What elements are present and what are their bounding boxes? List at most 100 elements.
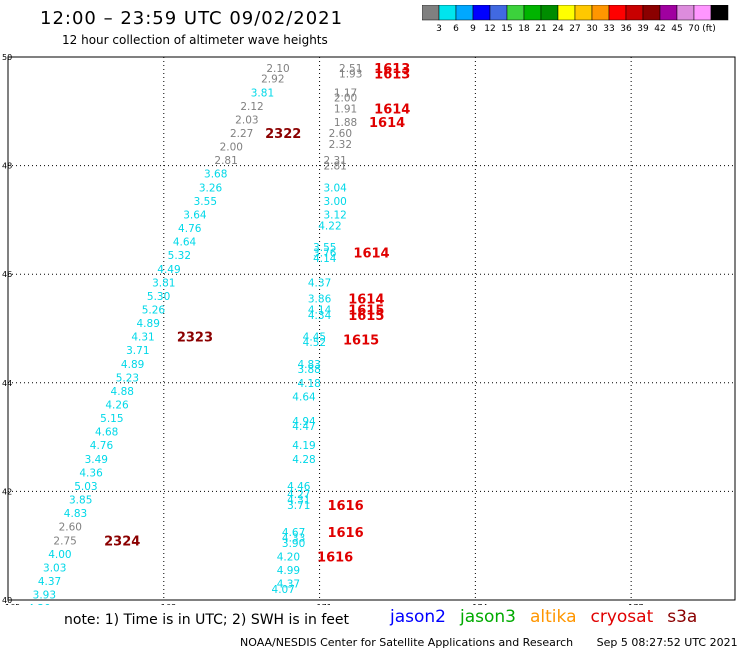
generated-timestamp: Sep 5 08:27:52 UTC 2021 [596, 636, 738, 649]
time-label: 1614 [348, 293, 384, 308]
swh-label: 4.83 [297, 359, 320, 371]
swh-label: 2.81 [214, 155, 237, 167]
swh-label: 1.88 [334, 117, 357, 129]
swh-label: 1.17 [334, 87, 357, 99]
color-scale-label: 9 [470, 24, 476, 34]
x-tick-label: 174 [472, 603, 487, 605]
legend-item: cryosat [590, 607, 654, 627]
swh-label: 5.26 [142, 304, 166, 316]
swh-label: 1.91 [334, 104, 357, 116]
swh-label: 4.31 [287, 495, 310, 507]
x-tick-label: 168 [161, 603, 176, 605]
swh-label: 3.71 [126, 345, 149, 357]
time-label: 1616 [327, 499, 363, 514]
time-label: 1615 [348, 309, 384, 324]
time-label: 1613 [374, 62, 410, 77]
swh-label: 3.55 [313, 242, 336, 254]
swh-label: 2.27 [230, 128, 253, 140]
swh-label: 4.34 [308, 310, 332, 322]
swh-label: 3.49 [85, 454, 108, 466]
satellite-legend: jason2 jason3 altika cryosat s3a [390, 607, 711, 627]
swh-label: 4.94 [292, 416, 316, 428]
swh-label: 4.52 [303, 337, 326, 349]
swh-label: 2.92 [261, 74, 284, 86]
swh-label: 2.03 [235, 114, 258, 126]
swh-label: 4.76 [178, 223, 202, 235]
swh-label: 4.76 [90, 440, 114, 452]
swh-label: 4.67 [282, 527, 305, 539]
swh-label: 4.18 [297, 378, 320, 390]
time-label: 1614 [369, 116, 405, 131]
color-scale-label: 30 [586, 24, 598, 34]
swh-label: 3.68 [204, 169, 227, 181]
color-scale-label: 33 [603, 24, 614, 34]
swh-label: 4.19 [292, 440, 315, 452]
swh-label: 4.20 [277, 552, 300, 564]
color-scale-label: 42 [654, 24, 665, 34]
swh-label: 2.60 [59, 522, 82, 534]
swh-label: 2.51 [339, 63, 362, 75]
swh-label: 2.12 [240, 101, 263, 113]
swh-label: 4.64 [173, 237, 197, 249]
color-scale-label: 6 [453, 24, 459, 34]
page-title: 12:00 – 23:59 UTC 09/02/2021 [40, 8, 344, 29]
swh-label: 3.86 [308, 294, 332, 306]
swh-label: 4.88 [111, 386, 134, 398]
legend-item: jason3 [460, 607, 516, 627]
x-tick-label: 165 [5, 603, 20, 605]
legend-item: jason2 [390, 607, 446, 627]
color-scale-label: 3 [436, 24, 442, 34]
color-scale-label: 39 [637, 24, 649, 34]
swh-label: 4.68 [95, 427, 118, 439]
legend-item: altika [530, 607, 577, 627]
x-tick-label: 177 [628, 603, 643, 605]
swh-label: 4.14 [313, 253, 337, 265]
swh-label: 3.93 [33, 590, 56, 602]
swh-label: 3.26 [199, 182, 223, 194]
swh-label: 4.37 [308, 277, 331, 289]
swh-label: 4.33 [282, 533, 305, 545]
color-scale-label: 36 [620, 24, 632, 34]
swh-label: 2.31 [323, 155, 346, 167]
credit-text: NOAA/NESDIS Center for Satellite Applica… [240, 636, 574, 649]
swh-label: 5.32 [168, 250, 191, 262]
swh-label: 4.27 [287, 489, 310, 501]
swh-label: 5.03 [74, 481, 97, 493]
swh-label: 4.31 [131, 332, 154, 344]
swh-label: 2.75 [53, 535, 76, 547]
swh-label: 4.28 [292, 454, 315, 466]
swh-label: 4.07 [272, 584, 295, 596]
color-scale-label: 27 [569, 24, 580, 34]
color-scale-label: 70 [688, 24, 700, 34]
swh-label: 2.32 [329, 139, 352, 151]
color-swatch [710, 5, 729, 21]
y-tick-label: 40 [2, 596, 12, 605]
footer: NOAA/NESDIS Center for Satellite Applica… [240, 636, 738, 649]
y-tick-label: 44 [2, 379, 12, 388]
time-label: 2322 [265, 127, 301, 142]
swh-label: 2.60 [329, 128, 352, 140]
y-tick-label: 48 [2, 162, 12, 171]
time-label: 1613 [374, 67, 410, 82]
swh-label: 4.46 [287, 481, 311, 493]
time-label: 2323 [177, 331, 213, 346]
swh-label: 3.55 [194, 196, 217, 208]
swh-label: 5.15 [100, 413, 123, 425]
swh-label: 3.71 [287, 500, 310, 512]
swh-label: 4.64 [292, 391, 316, 403]
y-tick-label: 50 [2, 53, 12, 62]
swh-label: 4.99 [277, 565, 300, 577]
time-label: 1616 [327, 526, 363, 541]
swh-label: 4.00 [48, 549, 71, 561]
swh-label: 3.03 [43, 562, 66, 574]
swh-label: 4.89 [121, 359, 144, 371]
swh-label: 4.26 [105, 400, 129, 412]
time-label: 2324 [104, 534, 140, 549]
swh-label: 3.90 [282, 538, 305, 550]
color-scale-label: 24 [552, 24, 564, 34]
swh-label: 4.83 [64, 508, 87, 520]
y-tick-label: 42 [2, 487, 12, 496]
swh-label: 3.81 [251, 87, 274, 99]
swh-label: 2.81 [323, 161, 346, 173]
swh-label: 4.37 [277, 579, 300, 591]
